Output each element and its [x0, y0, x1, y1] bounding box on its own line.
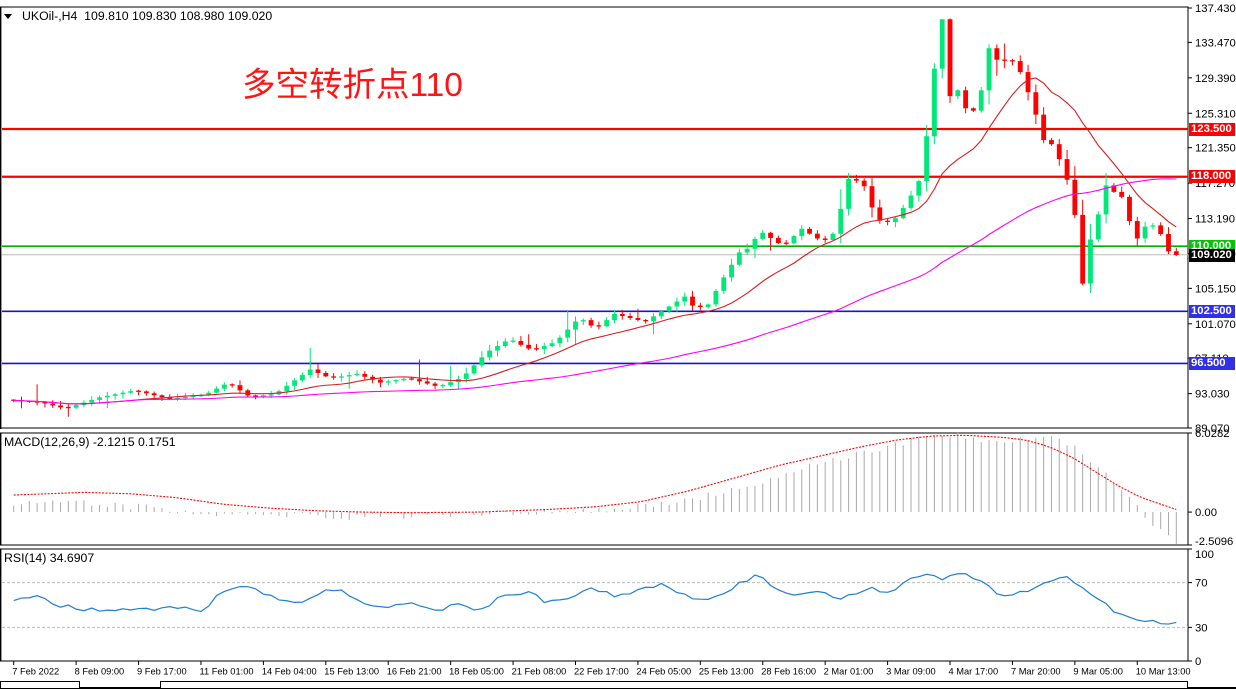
- svg-text:7 Mar 20:00: 7 Mar 20:00: [1011, 667, 1061, 677]
- svg-text:16 Feb 21:00: 16 Feb 21:00: [387, 667, 442, 677]
- svg-text:18 Feb 05:00: 18 Feb 05:00: [449, 667, 504, 677]
- svg-text:8 Feb 09:00: 8 Feb 09:00: [75, 667, 125, 677]
- svg-text:15 Feb 13:00: 15 Feb 13:00: [324, 667, 379, 677]
- svg-text:10 Mar 13:00: 10 Mar 13:00: [1136, 667, 1191, 677]
- svg-text:7 Feb 2022: 7 Feb 2022: [12, 667, 59, 677]
- svg-text:121.350: 121.350: [1195, 143, 1236, 155]
- svg-text:3 Mar 09:00: 3 Mar 09:00: [886, 667, 936, 677]
- svg-text:-2.5096: -2.5096: [1195, 536, 1233, 548]
- svg-text:129.390: 129.390: [1195, 73, 1236, 85]
- svg-text:9 Mar 05:00: 9 Mar 05:00: [1073, 667, 1123, 677]
- svg-text:0: 0: [1195, 656, 1201, 668]
- svg-text:125.310: 125.310: [1195, 108, 1236, 120]
- svg-text:24 Feb 05:00: 24 Feb 05:00: [636, 667, 691, 677]
- svg-text:30: 30: [1195, 622, 1208, 634]
- svg-text:101.070: 101.070: [1195, 319, 1236, 331]
- svg-text:137.430: 137.430: [1195, 3, 1236, 15]
- svg-text:70: 70: [1195, 578, 1208, 590]
- svg-text:22 Feb 17:00: 22 Feb 17:00: [574, 667, 629, 677]
- svg-text:93.030: 93.030: [1195, 389, 1230, 401]
- svg-text:25 Feb 13:00: 25 Feb 13:00: [699, 667, 754, 677]
- svg-text:28 Feb 16:00: 28 Feb 16:00: [761, 667, 816, 677]
- svg-text:14 Feb 04:00: 14 Feb 04:00: [262, 667, 317, 677]
- svg-text:21 Feb 08:00: 21 Feb 08:00: [512, 667, 567, 677]
- svg-text:4 Mar 17:00: 4 Mar 17:00: [949, 667, 999, 677]
- svg-text:6.0282: 6.0282: [1195, 428, 1230, 440]
- svg-text:100: 100: [1195, 549, 1214, 561]
- svg-text:133.470: 133.470: [1195, 37, 1236, 49]
- svg-text:2 Mar 01:00: 2 Mar 01:00: [824, 667, 874, 677]
- svg-text:9 Feb 17:00: 9 Feb 17:00: [137, 667, 187, 677]
- svg-text:105.150: 105.150: [1195, 283, 1236, 295]
- svg-text:11 Feb 01:00: 11 Feb 01:00: [199, 667, 253, 677]
- svg-text:0.00: 0.00: [1195, 507, 1217, 519]
- svg-text:113.190: 113.190: [1195, 214, 1235, 226]
